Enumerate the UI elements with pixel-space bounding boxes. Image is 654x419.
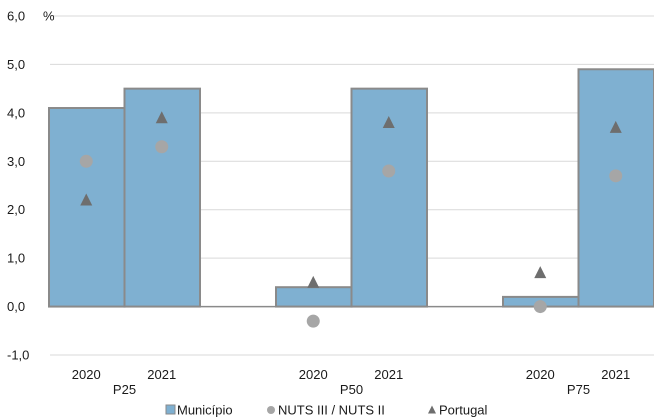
y-axis-ticks: -1,0 0,0 1,0 2,0 3,0 4,0 5,0 6,0 [7, 9, 29, 363]
marker-portugal [155, 111, 168, 124]
marker-nuts [533, 300, 547, 314]
y-unit-label: % [43, 9, 55, 24]
x-tick-label: 2021 [601, 367, 630, 382]
marker-portugal [534, 266, 547, 279]
bar-municipio [275, 286, 353, 308]
bar-municipio [48, 107, 126, 308]
marker-portugal [609, 120, 622, 133]
marker-portugal [307, 275, 320, 288]
y-tick-label: 4,0 [7, 105, 25, 120]
y-tick-label: 2,0 [7, 202, 25, 217]
legend-label-portugal: Portugal [439, 403, 488, 418]
y-tick-label: 6,0 [7, 9, 25, 24]
marker-nuts [609, 169, 623, 183]
marker-nuts [79, 154, 93, 168]
marker-portugal [80, 193, 93, 206]
x-tick-label: 2020 [526, 367, 555, 382]
y-tick-label: 0,0 [7, 299, 25, 314]
y-tick-label: 5,0 [7, 57, 25, 72]
marker-nuts [306, 314, 320, 328]
legend-swatch-municipio [165, 404, 176, 415]
markers [79, 111, 623, 328]
x-tick-label: 2020 [72, 367, 101, 382]
x-axis-labels: 2020 2021 P25 2020 2021 P50 2020 2021 P75 [72, 367, 630, 397]
legend-label-municipio: Município [177, 403, 233, 418]
y-tick-label: 3,0 [7, 154, 25, 169]
legend: Município NUTS III / NUTS II Portugal [165, 403, 488, 418]
bar-municipio [577, 68, 654, 308]
y-tick-label: -1,0 [7, 348, 29, 363]
bars [48, 68, 654, 308]
legend-swatch-nuts [267, 406, 275, 414]
group-label: P75 [567, 382, 590, 397]
group-label: P50 [340, 382, 363, 397]
legend-swatch-portugal [428, 405, 436, 414]
x-tick-label: 2021 [147, 367, 176, 382]
x-tick-label: 2021 [374, 367, 403, 382]
marker-nuts [382, 164, 396, 178]
legend-label-nuts: NUTS III / NUTS II [278, 403, 385, 418]
y-tick-label: 1,0 [7, 251, 25, 266]
x-tick-label: 2020 [299, 367, 328, 382]
marker-nuts [155, 140, 169, 154]
group-label: P25 [113, 382, 136, 397]
marker-portugal [382, 116, 395, 129]
